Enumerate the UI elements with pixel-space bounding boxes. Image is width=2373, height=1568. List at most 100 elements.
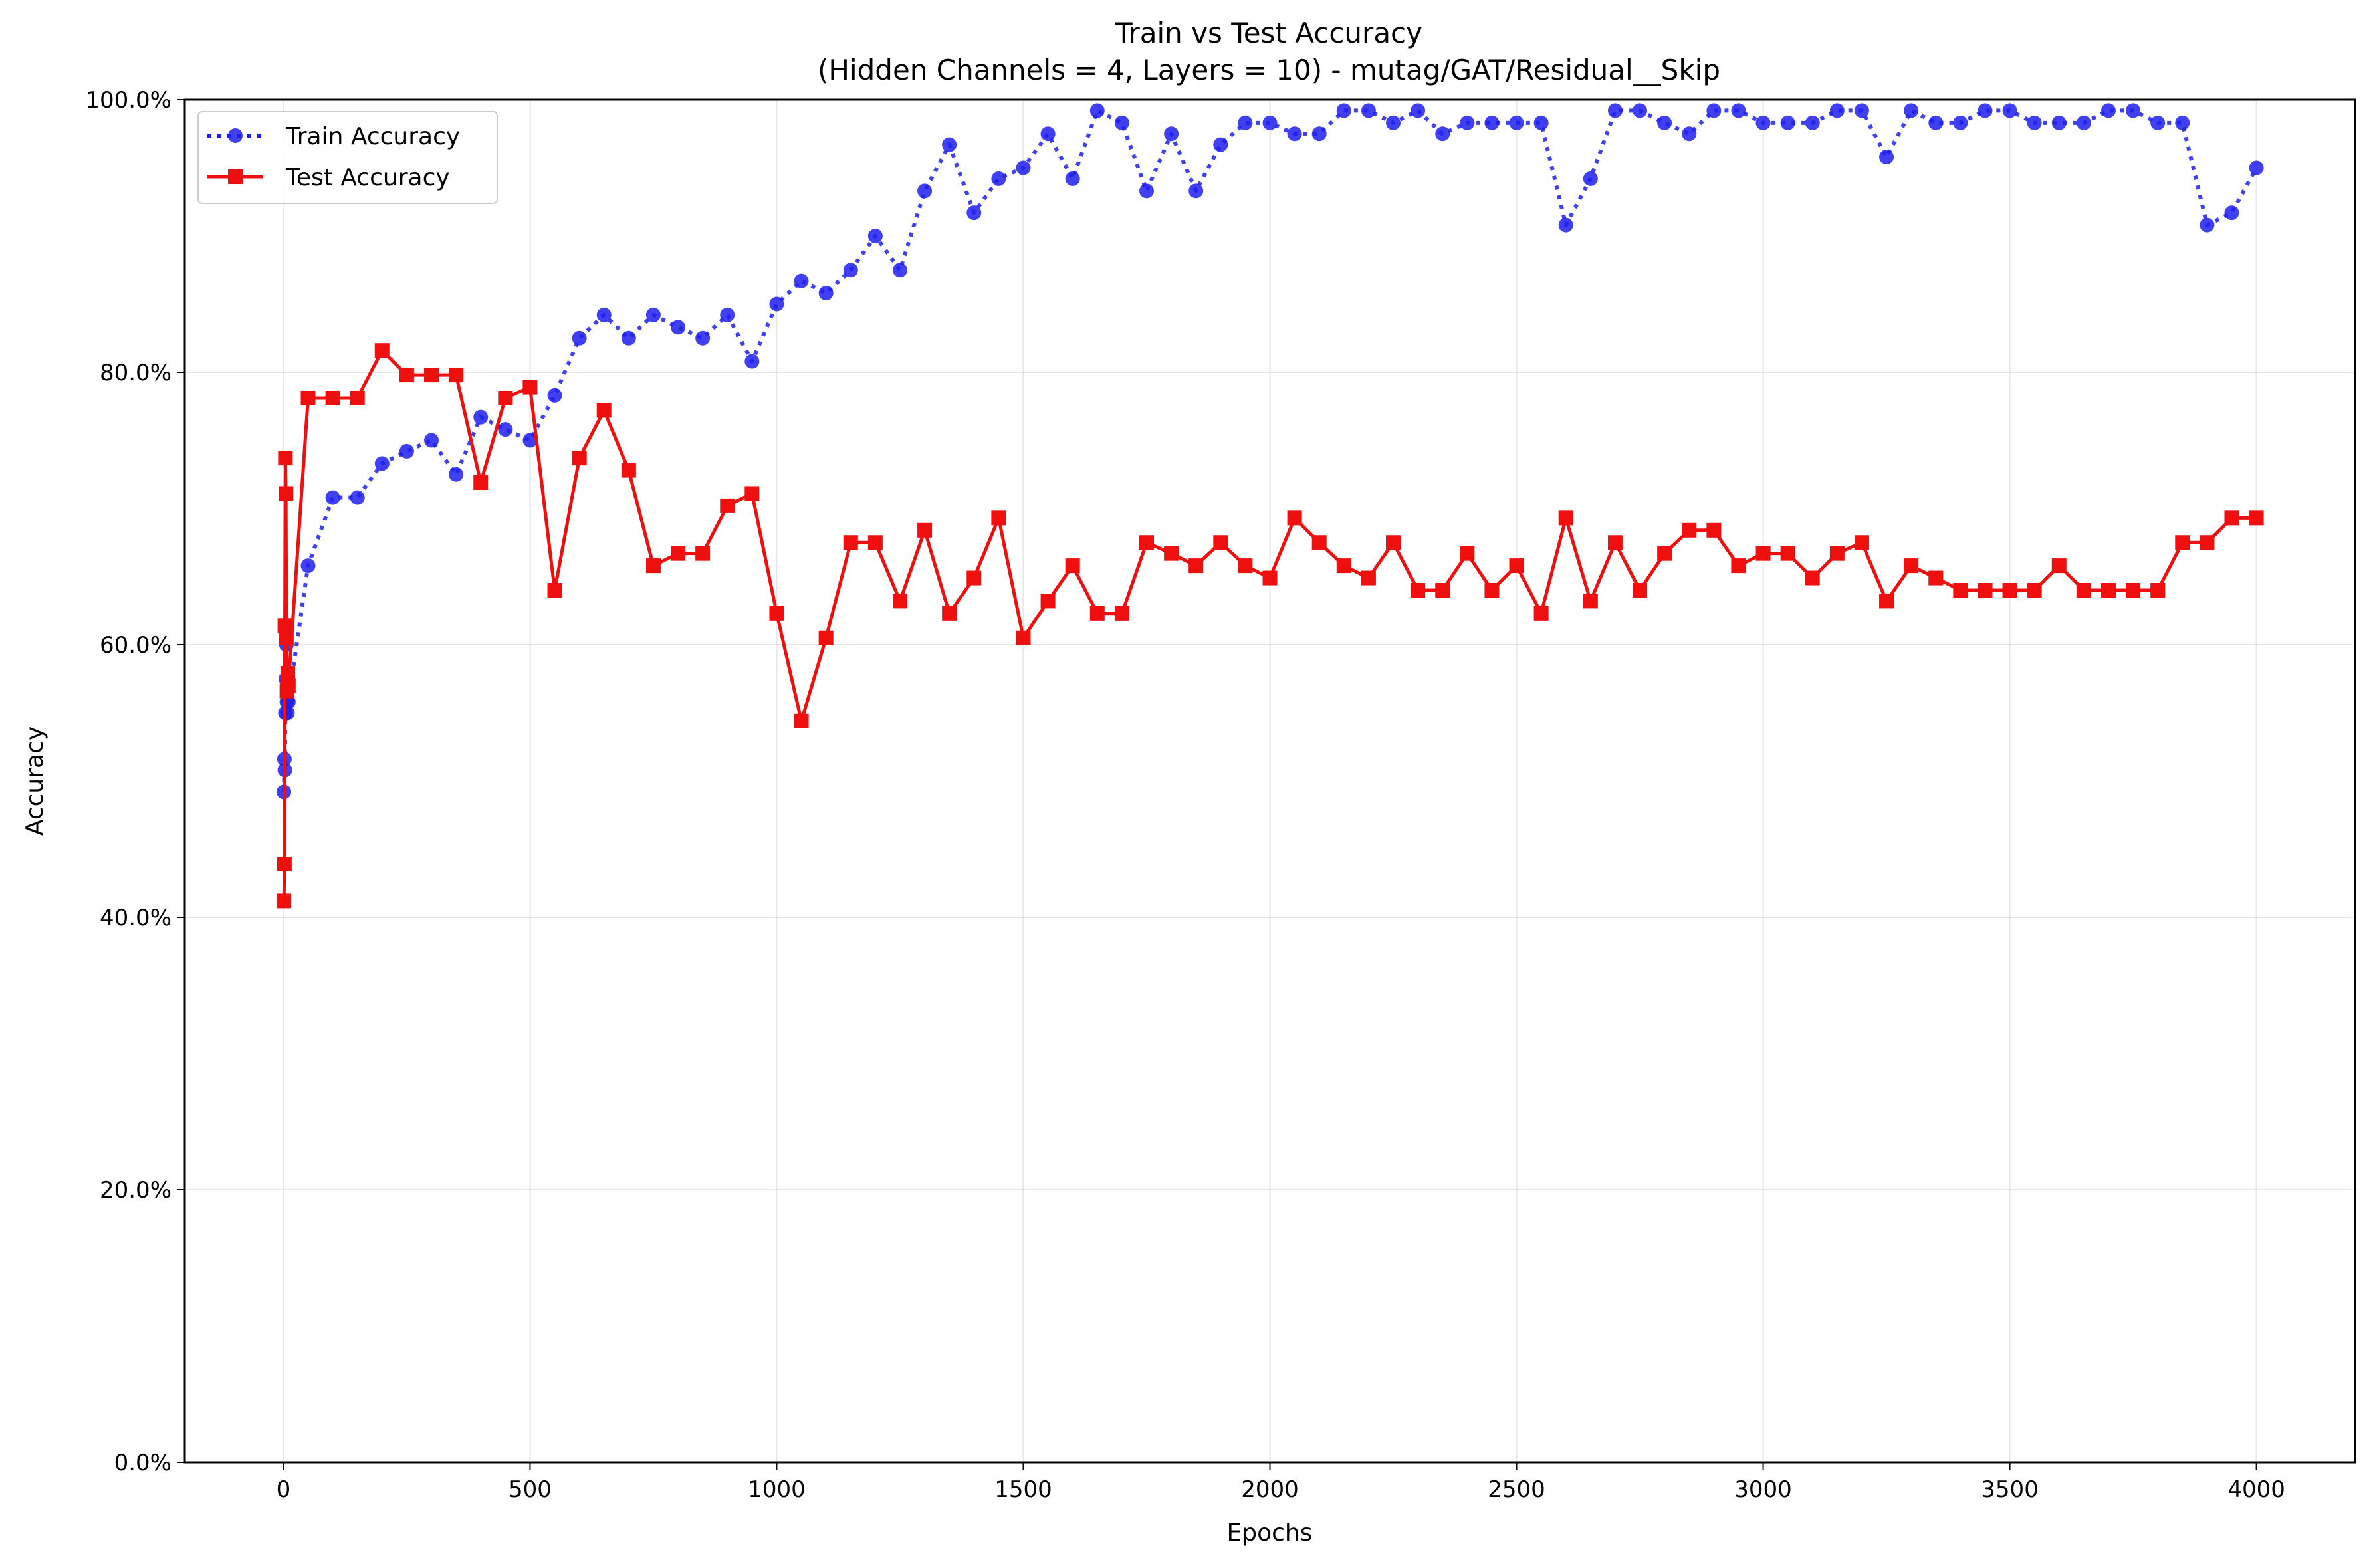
series-layer — [277, 103, 2264, 909]
train-accuracy-point — [2002, 103, 2017, 118]
train-accuracy-point — [2027, 115, 2042, 130]
test-accuracy-point — [1336, 558, 1351, 574]
legend-train-label: Train Accuracy — [285, 123, 460, 150]
test-accuracy-point — [547, 583, 562, 598]
x-axis-ticks: 0 500 1000 1500 2000 2500 3000 3500 4000 — [277, 1462, 2285, 1503]
test-accuracy-point — [1829, 546, 1845, 561]
train-accuracy-point — [1311, 126, 1327, 142]
train-accuracy-point — [325, 490, 340, 505]
train-accuracy-point — [1953, 115, 1968, 130]
test-accuracy-point — [449, 368, 464, 383]
test-accuracy-point — [1657, 546, 1672, 561]
train-accuracy-point — [1287, 126, 1302, 142]
test-accuracy-point — [1509, 558, 1524, 574]
train-accuracy-point — [1386, 115, 1401, 130]
y-tick-label: 60.0% — [100, 632, 171, 659]
x-axis-label: Epochs — [1227, 1519, 1313, 1547]
train-accuracy-point — [1633, 103, 1648, 118]
y-tick-label: 100.0% — [85, 87, 171, 114]
test-accuracy-point — [277, 618, 292, 633]
train-accuracy-point — [991, 171, 1006, 186]
y-tick-label: 40.0% — [100, 905, 171, 931]
train-accuracy-point — [843, 263, 858, 278]
test-accuracy-point — [671, 546, 686, 561]
train-accuracy-point — [818, 286, 834, 301]
test-accuracy-point — [325, 390, 340, 405]
test-accuracy-point — [300, 390, 316, 405]
train-accuracy-point — [522, 433, 538, 448]
test-accuracy-point — [818, 630, 834, 645]
train-accuracy-point — [1065, 171, 1080, 186]
test-accuracy-point — [2027, 583, 2042, 598]
test-accuracy-point — [1016, 630, 1031, 645]
train-accuracy-point — [1188, 183, 1204, 199]
train-accuracy-point — [645, 307, 661, 322]
test-accuracy-point — [769, 606, 784, 621]
test-accuracy-point — [473, 475, 489, 491]
test-accuracy-point — [867, 535, 883, 550]
train-accuracy-point — [2175, 115, 2190, 130]
x-tick-label: 4000 — [2227, 1476, 2285, 1503]
train-accuracy-point — [1089, 103, 1105, 118]
y-tick-label: 0.0% — [114, 1450, 171, 1476]
test-accuracy-point — [277, 857, 292, 872]
train-accuracy-point — [720, 307, 735, 322]
train-accuracy-point — [1040, 126, 1056, 142]
train-accuracy-point — [942, 137, 957, 152]
legend: Train Accuracy Test Accuracy — [197, 111, 498, 204]
test-accuracy-point — [596, 403, 612, 418]
y-axis-label: Accuracy — [21, 727, 49, 836]
test-accuracy-point — [1361, 570, 1376, 586]
y-tick-label: 80.0% — [100, 360, 171, 386]
test-accuracy-point — [2051, 558, 2067, 574]
train-accuracy-point — [1829, 103, 1845, 118]
train-accuracy-point — [547, 388, 562, 403]
test-accuracy-point — [424, 368, 439, 383]
x-tick-label: 3000 — [1734, 1476, 1792, 1503]
train-accuracy-point — [1583, 171, 1598, 186]
test-accuracy-point — [1706, 522, 1722, 538]
train-accuracy-point — [1928, 115, 1944, 130]
train-accuracy-point — [892, 263, 907, 278]
train-accuracy-point — [695, 330, 711, 346]
test-accuracy-point — [917, 522, 933, 538]
train-accuracy-point — [1114, 115, 1129, 130]
train-accuracy-point — [2051, 115, 2067, 130]
test-accuracy-point — [2126, 583, 2141, 598]
x-tick-label: 2000 — [1241, 1476, 1299, 1503]
train-accuracy-point — [1657, 115, 1672, 130]
train-accuracy-point — [1854, 103, 1869, 118]
test-accuracy-point — [2224, 510, 2239, 526]
test-accuracy-point — [1731, 558, 1746, 574]
train-accuracy-point — [473, 409, 489, 425]
train-accuracy-point — [596, 307, 612, 322]
test-accuracy-point — [1484, 583, 1500, 598]
test-accuracy-point — [794, 713, 809, 728]
train-accuracy-point — [449, 467, 464, 482]
test-accuracy-point — [1287, 510, 1302, 526]
test-accuracy-point — [522, 380, 538, 395]
legend-test-label: Test Accuracy — [285, 164, 450, 191]
train-accuracy-point — [350, 490, 365, 505]
train-accuracy-point — [1607, 103, 1623, 118]
x-tick-label: 1500 — [994, 1476, 1052, 1503]
train-accuracy-point — [1879, 150, 1894, 165]
test-accuracy-point — [1040, 594, 1056, 609]
test-accuracy-point — [1583, 594, 1598, 609]
train-accuracy-point — [1706, 103, 1722, 118]
train-accuracy-point — [2100, 103, 2116, 118]
train-accuracy-point — [1904, 103, 1919, 118]
test-accuracy-point — [1953, 583, 1968, 598]
test-accuracy-point — [1213, 535, 1228, 550]
test-accuracy-point — [892, 594, 907, 609]
train-accuracy-point — [1361, 103, 1376, 118]
train-accuracy-point — [2076, 115, 2091, 130]
train-accuracy-point — [1164, 126, 1179, 142]
train-accuracy-point — [399, 443, 414, 459]
legend-test-marker — [228, 169, 243, 184]
test-accuracy-point — [1435, 583, 1450, 598]
train-accuracy-point — [1484, 115, 1500, 130]
train-accuracy-point — [1336, 103, 1351, 118]
